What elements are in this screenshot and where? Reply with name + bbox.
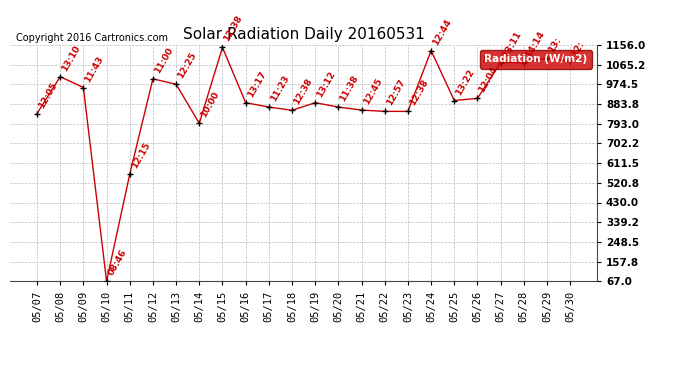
Text: 12:04: 12:04	[477, 65, 500, 94]
Title: Solar Radiation Daily 20160531: Solar Radiation Daily 20160531	[183, 27, 424, 42]
Text: 08:46: 08:46	[106, 248, 128, 278]
Text: 14:14: 14:14	[524, 29, 546, 58]
Text: 12:25: 12:25	[176, 51, 198, 80]
Text: 13:12: 13:12	[315, 69, 337, 99]
Text: 12:15: 12:15	[130, 141, 152, 170]
Text: 12:44: 12:44	[431, 17, 453, 47]
Text: Copyright 2016 Cartronics.com: Copyright 2016 Cartronics.com	[17, 33, 168, 43]
Text: 13:10: 13:10	[60, 44, 82, 73]
Text: 12:45: 12:45	[362, 77, 384, 106]
Legend: Radiation (W/m2): Radiation (W/m2)	[480, 50, 591, 69]
Text: 10:00: 10:00	[199, 90, 221, 119]
Text: 12:38: 12:38	[292, 77, 314, 106]
Text: 11:00: 11:00	[153, 46, 175, 75]
Text: 12:38: 12:38	[222, 14, 244, 44]
Text: 11:43: 11:43	[83, 54, 106, 84]
Text: 11:38: 11:38	[338, 74, 360, 103]
Text: 12:05: 12:05	[37, 81, 59, 110]
Text: 12:38: 12:38	[408, 78, 430, 108]
Text: 13:11: 13:11	[501, 29, 523, 58]
Text: 13:17: 13:17	[246, 69, 268, 99]
Text: 13:: 13:	[547, 36, 563, 54]
Text: 13:22: 13:22	[454, 68, 476, 97]
Text: 12:: 12:	[570, 39, 586, 58]
Text: 12:57: 12:57	[385, 78, 407, 108]
Text: 11:23: 11:23	[269, 74, 291, 103]
